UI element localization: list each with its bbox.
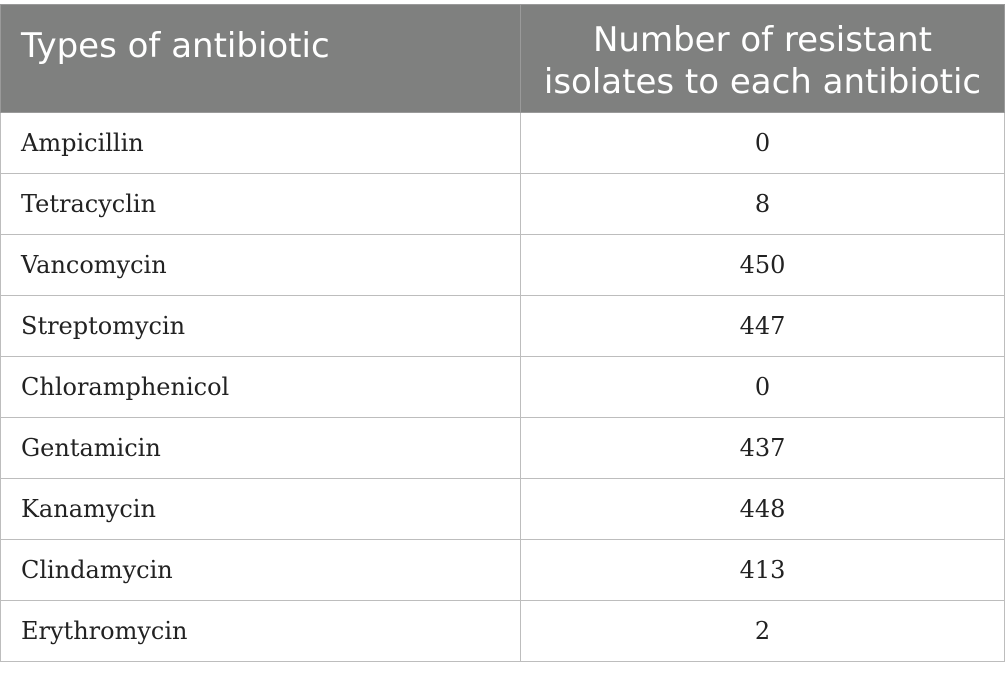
- antibiotic-name: Streptomycin: [0, 295, 521, 357]
- resistant-count: 2: [520, 600, 1005, 662]
- antibiotic-name: Vancomycin: [0, 234, 521, 296]
- table-row: Gentamicin 437: [0, 417, 1005, 479]
- antibiotic-name: Kanamycin: [0, 478, 521, 540]
- table-row: Vancomycin 450: [0, 234, 1005, 296]
- resistant-count: 8: [520, 173, 1005, 235]
- table-row: Streptomycin 447: [0, 295, 1005, 357]
- antibiotic-name: Gentamicin: [0, 417, 521, 479]
- table-row: Chloramphenicol 0: [0, 356, 1005, 418]
- table-row: Erythromycin 2: [0, 600, 1005, 662]
- antibiotic-name: Ampicillin: [0, 112, 521, 174]
- table-header: Types of antibiotic Number of resistant i…: [0, 4, 1005, 113]
- antibiotic-name: Erythromycin: [0, 600, 521, 662]
- antibiotic-name: Tetracyclin: [0, 173, 521, 235]
- header-resistant-count: Number of resistant isolates to each anti…: [520, 4, 1005, 113]
- table-row: Kanamycin 448: [0, 478, 1005, 540]
- table-row: Clindamycin 413: [0, 539, 1005, 601]
- resistant-count: 0: [520, 112, 1005, 174]
- table-row: Ampicillin 0: [0, 112, 1005, 174]
- table-body: Ampicillin 0 Tetracyclin 8 Vancomycin 45…: [0, 112, 1005, 662]
- resistant-count: 0: [520, 356, 1005, 418]
- table-row: Tetracyclin 8: [0, 173, 1005, 235]
- antibiotic-name: Clindamycin: [0, 539, 521, 601]
- header-resistant-count-line1: Number of resistant: [592, 19, 933, 60]
- resistant-count: 437: [520, 417, 1005, 479]
- resistant-count: 448: [520, 478, 1005, 540]
- header-resistant-count-line2: isolates to each antibiotic: [543, 61, 982, 102]
- antibiotic-name: Chloramphenicol: [0, 356, 521, 418]
- header-row: Types of antibiotic Number of resistant i…: [0, 4, 1005, 113]
- resistant-count: 447: [520, 295, 1005, 357]
- resistant-count: 450: [520, 234, 1005, 296]
- antibiotic-resistance-table: Types of antibiotic Number of resistant i…: [0, 4, 1005, 662]
- resistant-count: 413: [520, 539, 1005, 601]
- header-antibiotic-type: Types of antibiotic: [0, 4, 521, 113]
